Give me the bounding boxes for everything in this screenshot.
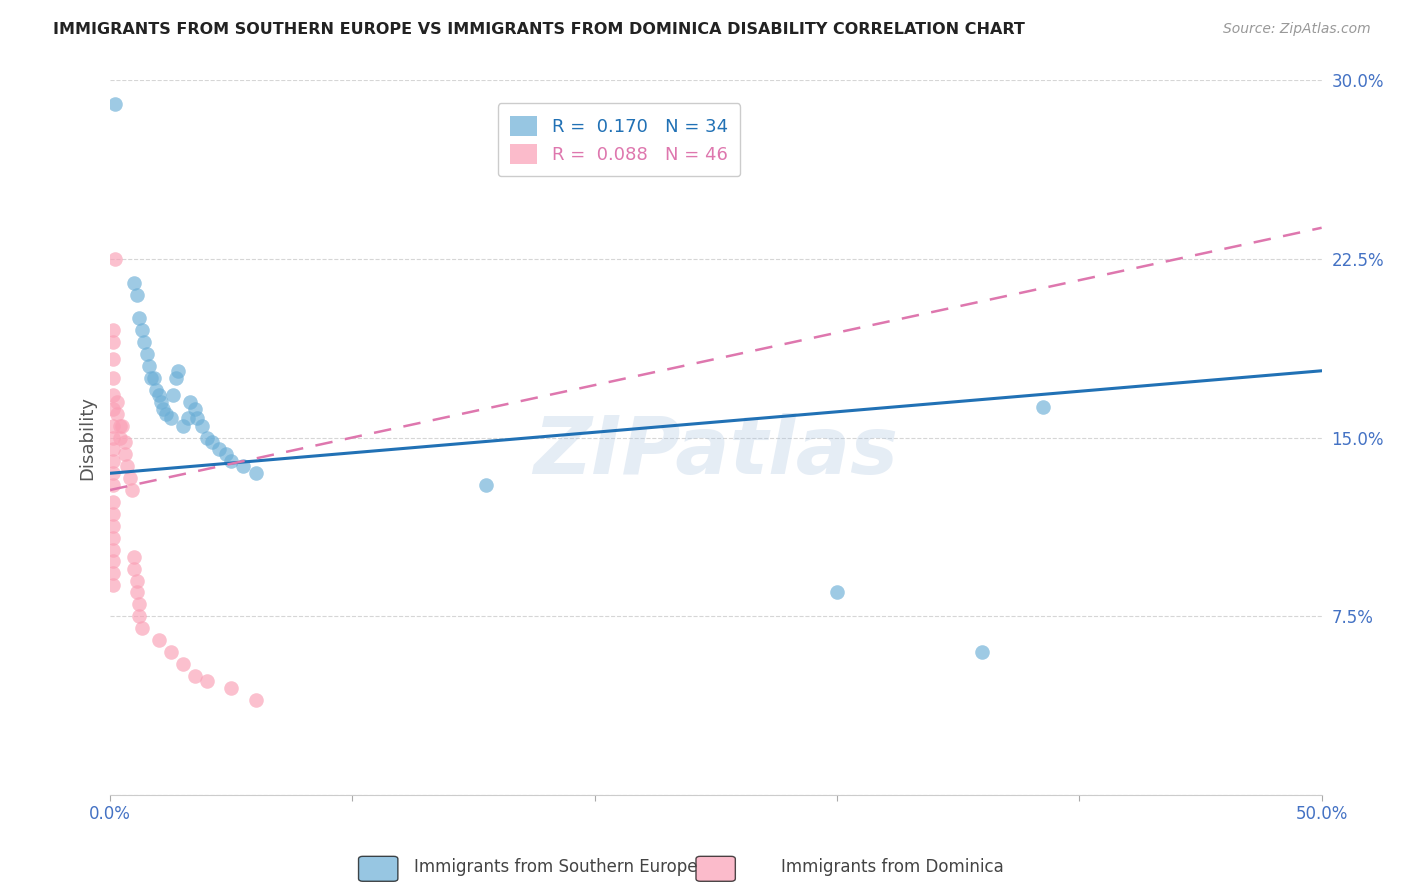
Point — [128, 311, 150, 326]
Point — [107, 394, 129, 409]
Point — [128, 598, 150, 612]
Point — [172, 418, 194, 433]
Point — [148, 633, 170, 648]
Text: Immigrants from Dominica: Immigrants from Dominica — [782, 858, 1004, 876]
Point — [101, 495, 124, 509]
Point — [101, 566, 124, 581]
Point — [142, 371, 165, 385]
Point — [825, 585, 848, 599]
Point — [104, 96, 127, 111]
Point — [162, 387, 184, 401]
Point — [179, 394, 201, 409]
Point — [101, 531, 124, 545]
Point — [101, 467, 124, 481]
Point — [101, 323, 124, 337]
Point — [128, 609, 150, 624]
Legend: R =  0.170   N = 34, R =  0.088   N = 46: R = 0.170 N = 34, R = 0.088 N = 46 — [498, 103, 741, 177]
Point — [135, 347, 157, 361]
Point — [172, 657, 194, 671]
Point — [101, 430, 124, 444]
Point — [131, 621, 153, 635]
Point — [101, 478, 124, 492]
Text: Immigrants from Southern Europe: Immigrants from Southern Europe — [413, 858, 697, 876]
Point — [195, 430, 218, 444]
Point — [101, 387, 124, 401]
Point — [195, 673, 218, 688]
Point — [131, 323, 153, 337]
Point — [115, 459, 138, 474]
Text: IMMIGRANTS FROM SOUTHERN EUROPE VS IMMIGRANTS FROM DOMINICA DISABILITY CORRELATI: IMMIGRANTS FROM SOUTHERN EUROPE VS IMMIG… — [53, 22, 1025, 37]
Point — [104, 252, 127, 266]
Point — [101, 442, 124, 457]
Point — [138, 359, 160, 373]
Point — [124, 276, 146, 290]
Point — [148, 387, 170, 401]
Point — [132, 335, 155, 350]
Point — [184, 401, 207, 416]
Point — [101, 371, 124, 385]
Point — [474, 478, 496, 492]
Point — [215, 447, 238, 461]
Point — [107, 407, 129, 421]
Point — [245, 692, 267, 706]
Point — [101, 518, 124, 533]
Point — [191, 418, 214, 433]
Point — [125, 574, 148, 588]
Point — [201, 435, 224, 450]
Y-axis label: Disability: Disability — [79, 395, 96, 480]
Point — [125, 585, 148, 599]
Point — [124, 561, 146, 575]
Point — [186, 411, 208, 425]
Point — [150, 394, 173, 409]
Point — [101, 335, 124, 350]
Point — [118, 471, 141, 485]
Text: ZIPatlas: ZIPatlas — [533, 413, 898, 491]
Point — [159, 411, 181, 425]
Point — [114, 435, 136, 450]
Point — [101, 578, 124, 592]
Point — [184, 669, 207, 683]
Point — [159, 645, 181, 659]
Point — [245, 467, 267, 481]
Point — [101, 554, 124, 568]
Point — [125, 287, 148, 301]
Point — [152, 401, 174, 416]
Point — [221, 681, 243, 695]
Point — [155, 407, 177, 421]
Point — [108, 418, 131, 433]
Point — [145, 383, 167, 397]
Point — [176, 411, 198, 425]
Point — [114, 447, 136, 461]
Point — [232, 459, 254, 474]
Point — [124, 549, 146, 564]
Point — [101, 454, 124, 468]
Point — [101, 401, 124, 416]
Point — [208, 442, 231, 457]
Point — [165, 371, 187, 385]
Point — [111, 418, 134, 433]
Point — [221, 454, 243, 468]
Text: Source: ZipAtlas.com: Source: ZipAtlas.com — [1223, 22, 1371, 37]
Point — [972, 645, 994, 659]
Point — [167, 364, 190, 378]
Point — [101, 418, 124, 433]
Point — [108, 430, 131, 444]
Point — [1032, 400, 1054, 414]
Point — [101, 351, 124, 366]
Point — [121, 483, 143, 497]
Point — [141, 371, 163, 385]
Point — [101, 507, 124, 521]
Point — [101, 542, 124, 557]
